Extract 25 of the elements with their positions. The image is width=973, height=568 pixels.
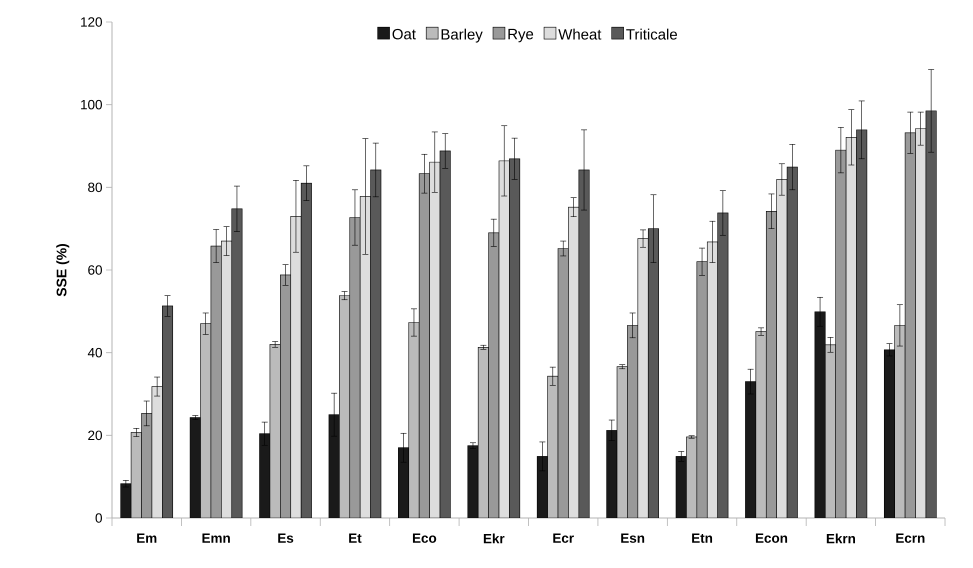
x-tick-label: Etn	[692, 533, 712, 543]
y-tick-label: 80	[88, 182, 102, 192]
y-tick-label: 40	[88, 348, 102, 358]
y-axis-title: SSE (%)	[56, 244, 70, 296]
x-tick-label: Econ	[756, 533, 788, 543]
x-tick-label: Ecr	[553, 533, 574, 543]
x-tick-label: Ekrn	[826, 533, 856, 544]
x-tick-label: Et	[349, 533, 362, 543]
y-tick-label: 20	[88, 430, 102, 440]
y-tick-label: 120	[81, 17, 102, 27]
x-tick-label: Em	[137, 533, 156, 543]
y-tick-label: 100	[81, 100, 102, 110]
x-tick-label: Emn	[202, 533, 230, 543]
y-tick-label: 0	[96, 513, 102, 523]
legend-label: Oat	[392, 28, 416, 40]
x-tick-label: Eco	[412, 533, 436, 543]
x-tick-label: Esn	[621, 533, 644, 543]
x-tick-label: Ekr	[484, 533, 504, 544]
legend-label: Barley	[442, 28, 483, 43]
legend-label: Wheat	[558, 28, 602, 40]
x-tick-label: Es	[278, 533, 294, 543]
legend-label: Rye	[508, 28, 534, 42]
x-tick-label: Ecrn	[896, 533, 924, 543]
y-tick-label: 60	[88, 265, 102, 275]
legend-label: Triticale	[626, 28, 677, 40]
